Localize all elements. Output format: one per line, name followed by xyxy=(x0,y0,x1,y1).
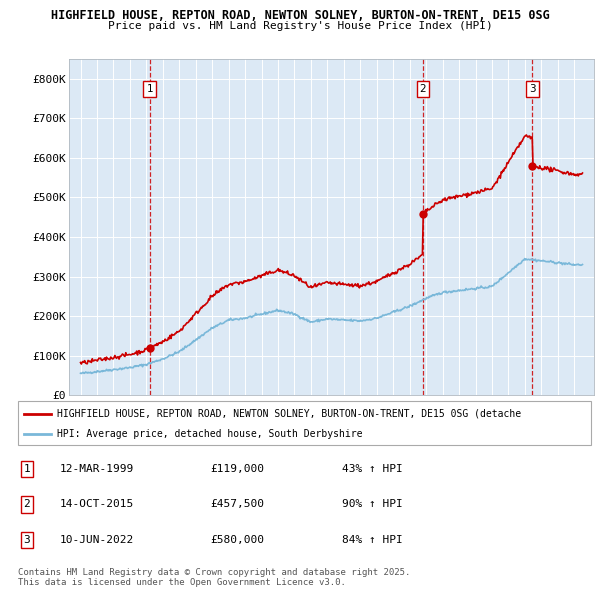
Text: HPI: Average price, detached house, South Derbyshire: HPI: Average price, detached house, Sout… xyxy=(57,430,362,440)
Text: 1: 1 xyxy=(23,464,31,474)
Text: 84% ↑ HPI: 84% ↑ HPI xyxy=(342,535,403,545)
Text: 10-JUN-2022: 10-JUN-2022 xyxy=(60,535,134,545)
Text: 90% ↑ HPI: 90% ↑ HPI xyxy=(342,500,403,509)
Text: Price paid vs. HM Land Registry's House Price Index (HPI): Price paid vs. HM Land Registry's House … xyxy=(107,21,493,31)
Text: 2: 2 xyxy=(23,500,31,509)
Text: HIGHFIELD HOUSE, REPTON ROAD, NEWTON SOLNEY, BURTON-ON-TRENT, DE15 0SG: HIGHFIELD HOUSE, REPTON ROAD, NEWTON SOL… xyxy=(50,9,550,22)
Text: HIGHFIELD HOUSE, REPTON ROAD, NEWTON SOLNEY, BURTON-ON-TRENT, DE15 0SG (detache: HIGHFIELD HOUSE, REPTON ROAD, NEWTON SOL… xyxy=(57,409,521,418)
Text: 2: 2 xyxy=(419,84,426,94)
Text: 12-MAR-1999: 12-MAR-1999 xyxy=(60,464,134,474)
Text: 1: 1 xyxy=(146,84,153,94)
Text: 3: 3 xyxy=(23,535,31,545)
Text: £580,000: £580,000 xyxy=(210,535,264,545)
Text: 43% ↑ HPI: 43% ↑ HPI xyxy=(342,464,403,474)
Text: £457,500: £457,500 xyxy=(210,500,264,509)
Text: 14-OCT-2015: 14-OCT-2015 xyxy=(60,500,134,509)
Text: Contains HM Land Registry data © Crown copyright and database right 2025.
This d: Contains HM Land Registry data © Crown c… xyxy=(18,568,410,587)
Text: 3: 3 xyxy=(529,84,536,94)
Text: £119,000: £119,000 xyxy=(210,464,264,474)
